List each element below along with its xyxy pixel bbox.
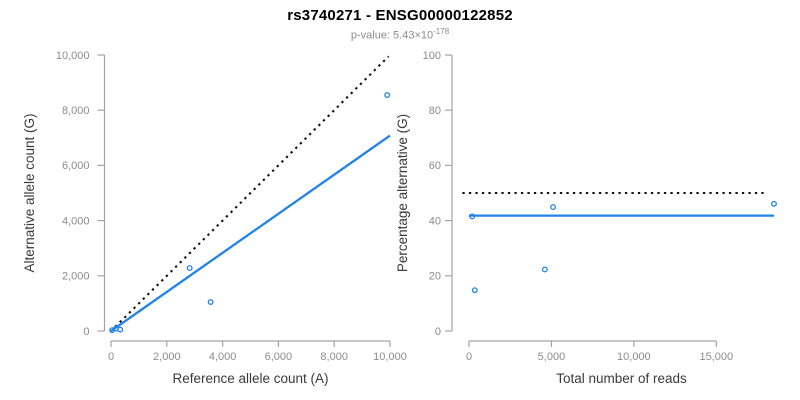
pvalue-exponent: -178 (433, 27, 450, 36)
data-point (186, 265, 193, 272)
figure-title: rs3740271 - ENSG00000122852 (287, 7, 513, 24)
x-tick-label: 6,000 (265, 351, 293, 363)
data-point (469, 213, 476, 220)
y-axis-title: Percentage alternative (G) (395, 114, 410, 272)
y-tick-label: 6,000 (62, 160, 90, 172)
x-tick-label: 10,000 (617, 351, 651, 363)
y-axis-title: Alternative allele count (G) (22, 113, 37, 272)
figure-subtitle: p-value: 5.43×10-178 (0, 27, 800, 42)
y-tick-label: 8,000 (62, 105, 90, 117)
data-point (541, 266, 548, 273)
data-point (771, 200, 777, 207)
x-axis-title: Total number of reads (556, 371, 687, 386)
pvalue-text: p-value: 5.43×10 (350, 29, 434, 42)
figure-header: rs3740271 - ENSG00000122852 p-value: 5.4… (0, 7, 800, 42)
x-tick-label: 15,000 (699, 351, 733, 363)
identity-line (114, 55, 390, 328)
y-tick-label: 2,000 (62, 271, 90, 283)
percentage-alternative-scatter: 0 20 40 60 80 100 0 5,000 10,000 15,000 Total numb… (395, 50, 777, 386)
y-tick-label: 0 (435, 326, 441, 338)
x-tick-label: 0 (108, 351, 114, 363)
x-tick-label: 8,000 (320, 351, 348, 363)
y-tick-label: 40 (429, 215, 441, 227)
x-tick-label: 4,000 (209, 351, 237, 363)
data-point (550, 204, 557, 211)
x-axis-title: Reference allele count (A) (172, 371, 328, 386)
x-tick-label: 0 (466, 351, 472, 363)
y-tick-label: 10,000 (56, 50, 90, 62)
data-point (207, 299, 214, 305)
x-tick-label: 2,000 (153, 351, 181, 363)
fit-line (110, 134, 391, 332)
y-tick-label: 80 (429, 105, 441, 117)
x-tick-label: 10,000 (373, 351, 407, 363)
y-tick-label: 100 (423, 50, 441, 62)
y-tick-label: 60 (429, 160, 441, 172)
x-tick-label: 5,000 (538, 351, 566, 363)
y-tick-label: 20 (429, 271, 441, 283)
data-point (471, 287, 478, 294)
allele-count-scatter: 0 2,000 4,000 6,000 8,000 10,000 0 2,000 4,000 6,… (22, 50, 407, 386)
y-tick-label: 0 (83, 326, 89, 338)
y-tick-label: 4,000 (62, 215, 90, 227)
data-point (384, 92, 391, 98)
data-point (117, 326, 124, 333)
